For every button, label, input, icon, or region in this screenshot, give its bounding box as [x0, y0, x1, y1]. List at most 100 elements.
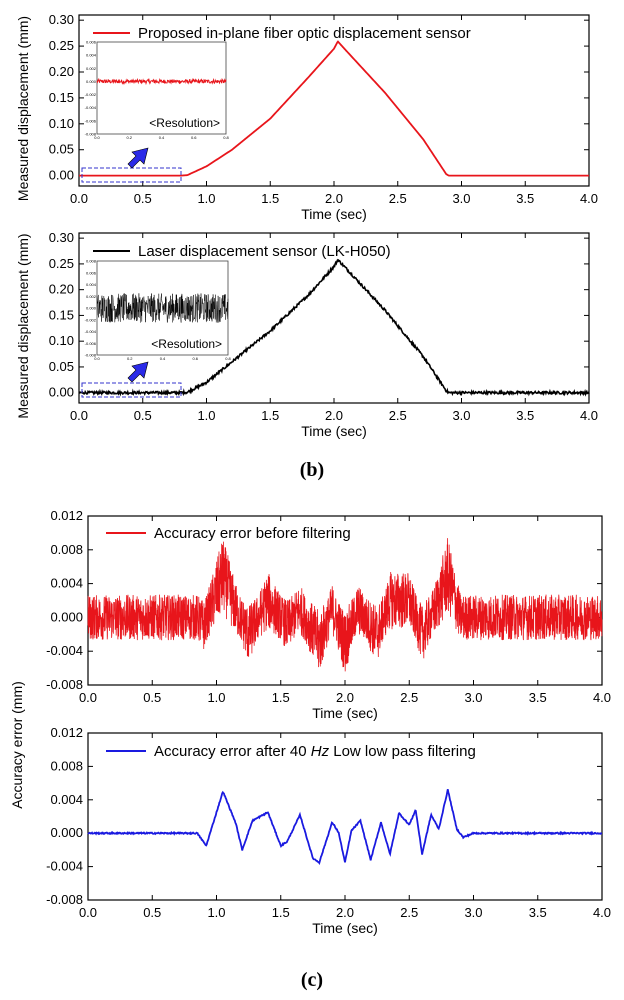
legend-label: Accuracy error after 40 Hz Low low pass …	[154, 743, 476, 760]
y-tick-label: 0.25	[49, 256, 74, 271]
series-line	[87, 538, 603, 672]
chart-c1-error-before: 0.0 0.5 1.0 1.5 2.0 2.5 3.0 3.5 4.0 -0.008 -0.004 0…	[46, 508, 611, 721]
x-tick-label: 2.5	[389, 191, 407, 206]
resolution-inset: 0.0 0.2 0.4 0.6 0.8 0.006 0.004 0.002 0.000 -0.00…	[85, 40, 230, 141]
x-tick-label: 3.0	[464, 905, 482, 920]
y-tick-label: 0.10	[49, 116, 74, 131]
series-line	[78, 258, 590, 397]
inset-y-tick-label: 0.004	[86, 282, 97, 287]
x-tick-label: 3.5	[529, 690, 547, 705]
inset-x-tick-label: 0.4	[159, 135, 165, 140]
panel-label-b: (b)	[300, 459, 324, 481]
x-tick-label: 3.5	[516, 408, 534, 423]
x-tick-label: 4.0	[593, 905, 611, 920]
y-tick-label: 0.00	[49, 168, 74, 183]
y-tick-label: 0.20	[49, 282, 74, 297]
x-tick-label: 1.5	[272, 690, 290, 705]
x-tick-label: 2.5	[400, 690, 418, 705]
x-tick-label: 0.0	[79, 905, 97, 920]
series-line	[87, 789, 603, 866]
inset-x-tick-label: 0.8	[223, 135, 229, 140]
chart-c2-error-after: 0.0 0.5 1.0 1.5 2.0 2.5 3.0 3.5 4.0 -0.008 -0.004 0…	[46, 725, 611, 936]
y-tick-label: 0.10	[49, 333, 74, 348]
x-tick-label: 4.0	[580, 191, 598, 206]
y-tick-label: 0.000	[50, 609, 83, 624]
inset-y-tick-label: 0.006	[86, 40, 97, 45]
x-tick-label: 2.5	[389, 408, 407, 423]
inset-y-tick-label: 0.002	[86, 66, 97, 71]
x-tick-label: 0.0	[70, 191, 88, 206]
inset-y-tick-label: -0.006	[85, 341, 97, 346]
x-axis-label: Time (sec)	[312, 705, 378, 721]
y-tick-label: -0.008	[46, 892, 83, 907]
zoom-region-box	[81, 167, 182, 183]
zoom-arrow-icon	[127, 147, 149, 169]
inset-x-tick-label: 0.2	[127, 356, 133, 361]
inset-x-tick-label: 0.6	[192, 356, 198, 361]
x-tick-label: 3.0	[464, 690, 482, 705]
x-tick-label: 1.5	[261, 191, 279, 206]
inset-y-tick-label: 0.006	[86, 270, 97, 275]
inset-x-tick-label: 0.8	[225, 356, 231, 361]
inset-label: <Resolution>	[151, 337, 222, 351]
shared-ylabel-c: Accuracy error (mm)	[9, 681, 25, 809]
x-axis-label: Time (sec)	[312, 920, 378, 936]
y-tick-label: 0.004	[50, 576, 83, 591]
y-tick-label: -0.004	[46, 859, 83, 874]
inset-y-tick-label: -0.004	[85, 105, 97, 110]
x-tick-label: 1.0	[207, 690, 225, 705]
x-tick-label: 2.0	[325, 191, 343, 206]
inset-series-line	[96, 293, 229, 324]
x-tick-label: 0.5	[134, 408, 152, 423]
inset-frame	[96, 41, 227, 135]
x-tick-label: 3.0	[452, 408, 470, 423]
y-tick-label: -0.008	[46, 677, 83, 692]
legend-label: Proposed in-plane fiber optic displaceme…	[138, 25, 471, 42]
inset-y-tick-label: 0.000	[86, 79, 97, 84]
x-tick-label: 1.0	[197, 408, 215, 423]
y-tick-label: 0.00	[49, 385, 74, 400]
y-tick-label: 0.012	[50, 725, 83, 740]
inset-label: <Resolution>	[149, 116, 220, 130]
x-tick-label: 3.5	[529, 905, 547, 920]
y-axis-label: Measured displacement (mm)	[15, 16, 31, 201]
y-tick-label: 0.000	[50, 825, 83, 840]
resolution-inset: 0.0 0.2 0.4 0.6 0.8 0.008 0.006 0.004 0.002 0.000…	[85, 259, 232, 362]
y-tick-label: 0.008	[50, 758, 83, 773]
x-tick-label: 4.0	[593, 690, 611, 705]
x-axis-label: Time (sec)	[301, 206, 367, 222]
y-tick-label: 0.15	[49, 307, 74, 322]
panel-label-c: (c)	[301, 969, 323, 991]
legend-label: Accuracy error before filtering	[154, 525, 351, 542]
inset-x-tick-label: 0.2	[126, 135, 132, 140]
x-tick-label: 1.5	[272, 905, 290, 920]
series-line	[79, 40, 589, 177]
x-tick-label: 2.0	[336, 905, 354, 920]
x-axis-label: Time (sec)	[301, 423, 367, 439]
y-tick-label: 0.05	[49, 359, 74, 374]
y-tick-label: 0.30	[49, 230, 74, 245]
y-tick-label: 0.008	[50, 542, 83, 557]
y-tick-label: 0.05	[49, 142, 74, 157]
y-tick-label: 0.004	[50, 792, 83, 807]
y-tick-label: 0.20	[49, 64, 74, 79]
inset-y-tick-label: -0.008	[85, 132, 97, 137]
inset-y-tick-label: 0.002	[86, 294, 97, 299]
inset-y-tick-label: -0.002	[85, 317, 97, 322]
x-tick-label: 0.5	[143, 905, 161, 920]
x-tick-label: 0.5	[134, 191, 152, 206]
x-tick-label: 3.5	[516, 191, 534, 206]
inset-y-tick-label: -0.008	[85, 353, 97, 358]
inset-series-line	[96, 77, 227, 86]
inset-x-tick-label: 0.6	[191, 135, 197, 140]
x-tick-label: 2.5	[400, 905, 418, 920]
y-tick-label: 0.012	[50, 508, 83, 523]
x-tick-label: 0.0	[70, 408, 88, 423]
y-axis-label: Measured displacement (mm)	[15, 233, 31, 418]
zoom-region-box	[81, 382, 182, 398]
chart-b2-laser-sensor: 0.0 0.5 1.0 1.5 2.0 2.5 3.0 3.5 4.0 0.00 0.05 0.10 0…	[15, 230, 598, 439]
x-tick-label: 0.0	[79, 690, 97, 705]
x-tick-label: 1.0	[207, 905, 225, 920]
inset-x-tick-label: 0.0	[94, 356, 100, 361]
